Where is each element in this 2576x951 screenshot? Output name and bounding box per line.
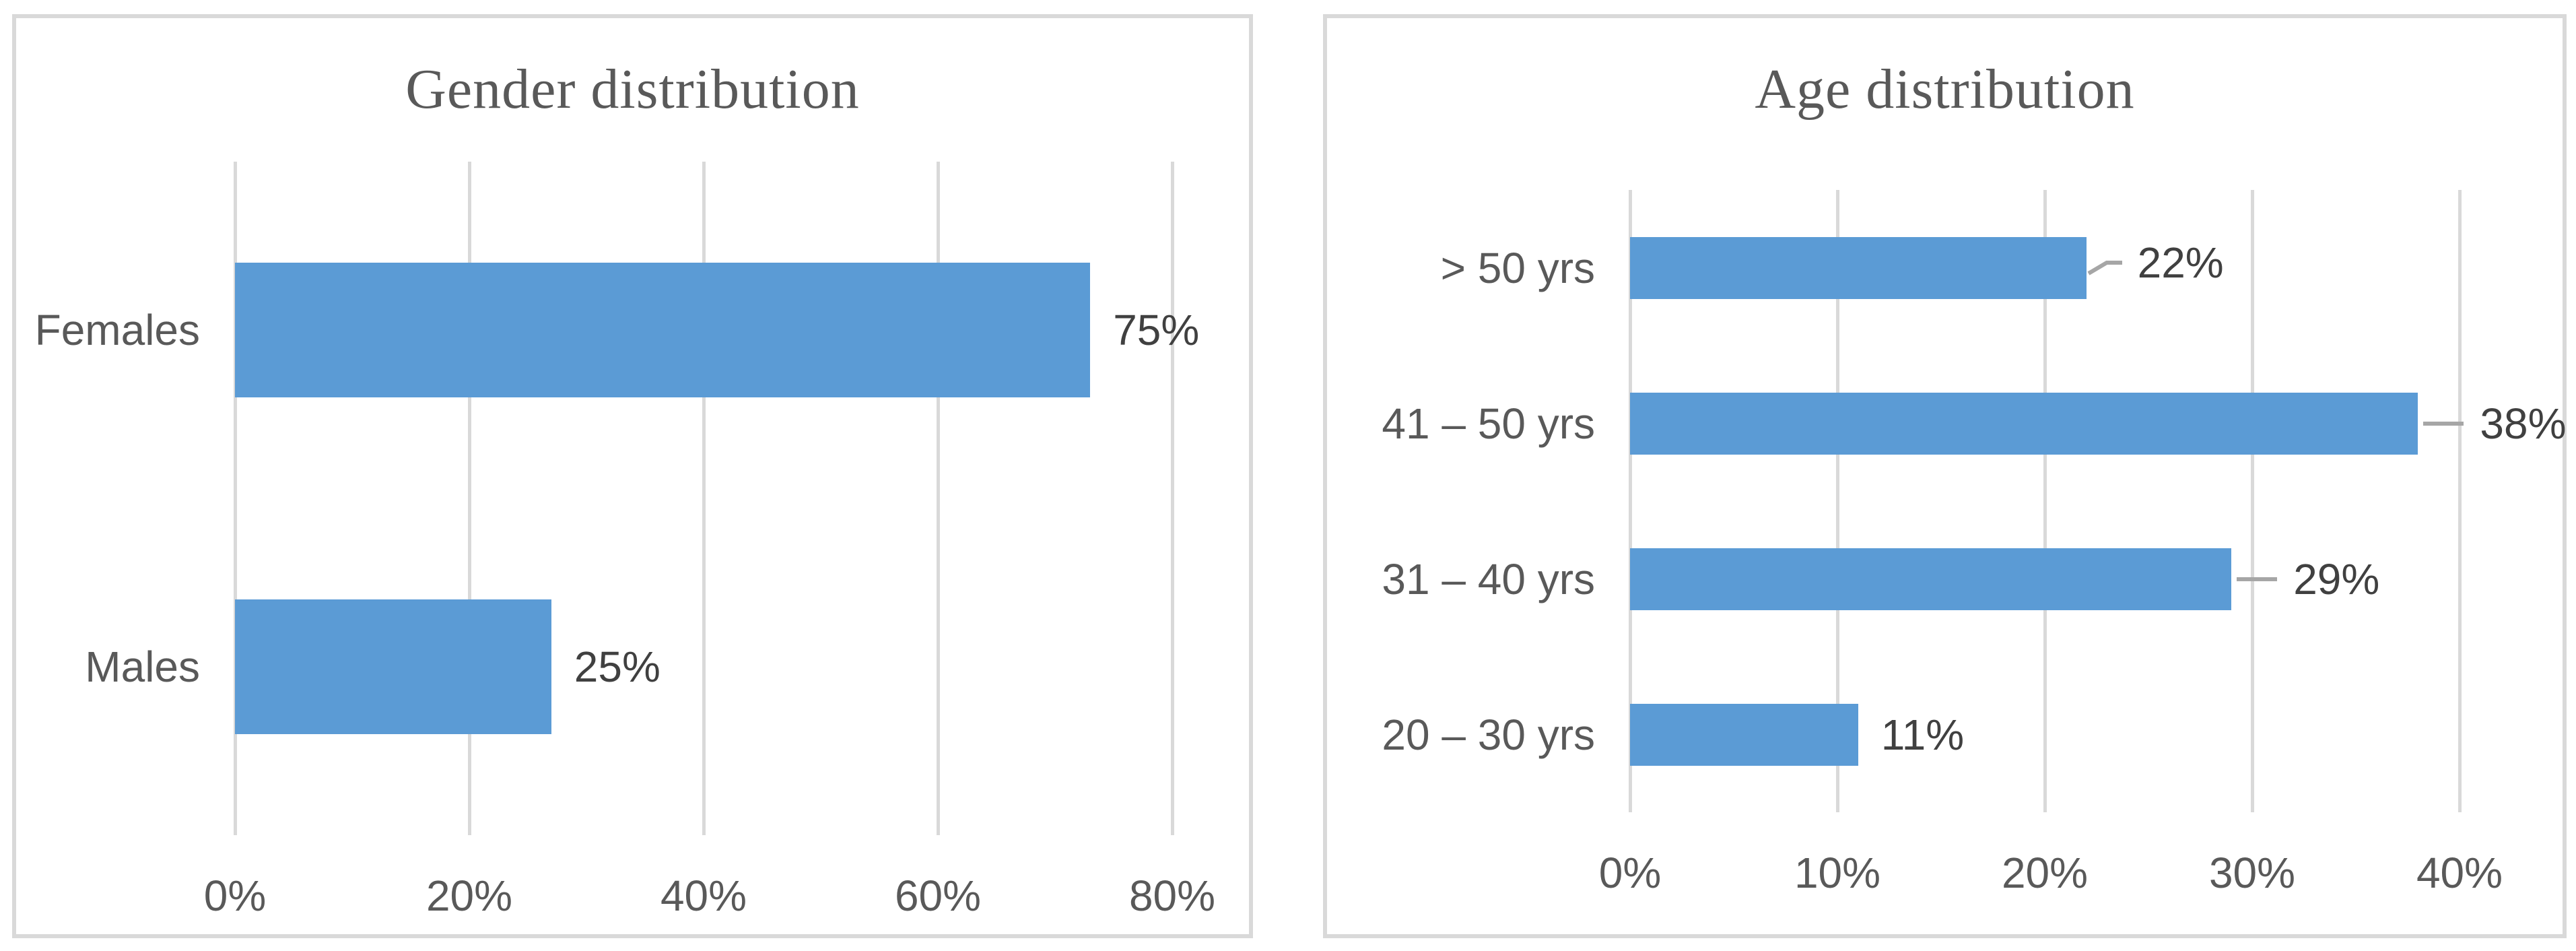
- bar: [1630, 236, 2087, 299]
- leader-line: [2087, 260, 2122, 275]
- gridline: [1170, 162, 1174, 835]
- x-axis-tick-label: 10%: [1794, 849, 1881, 897]
- plot-area: 0% 10% 20% 30% 40% > 50 yrs 22% 41 – 50 yrs 38% 3…: [1382, 190, 2566, 894]
- gridline: [467, 162, 471, 835]
- x-axis-tick-label: 0%: [203, 872, 267, 920]
- x-axis-tick-label: 40%: [660, 872, 747, 920]
- category-label: 41 – 50 yrs: [1382, 399, 1595, 448]
- leader-line: [2423, 421, 2464, 426]
- chart-title: Gender distribution: [405, 58, 860, 121]
- data-label: 22%: [2137, 238, 2224, 287]
- gridline: [2043, 190, 2047, 812]
- x-axis-tick-label: 0%: [1598, 849, 1662, 897]
- bar: [235, 599, 551, 734]
- data-label: 11%: [1880, 710, 1965, 759]
- data-label: 29%: [2293, 554, 2380, 603]
- gridline: [702, 162, 706, 835]
- gender-chart-panel: Gender distribution 0% 20% 40% 60% 80% Female…: [12, 14, 1253, 938]
- bar: [1630, 703, 1858, 766]
- age-chart-panel: Age distribution 0% 10% 20% 30% 40% > 50 yrs 2…: [1323, 14, 2567, 938]
- x-axis-tick-label: 60%: [894, 872, 982, 920]
- x-axis-tick-label: 30%: [2208, 849, 2296, 897]
- chart-title: Age distribution: [1755, 58, 2135, 121]
- x-axis-tick-label: 20%: [2001, 849, 2089, 897]
- bar: [235, 263, 1091, 397]
- data-label: 75%: [1113, 306, 1200, 354]
- data-label: 25%: [574, 643, 660, 691]
- bar: [1630, 392, 2418, 455]
- gridline: [1628, 190, 1632, 812]
- category-label: 31 – 40 yrs: [1382, 554, 1595, 603]
- gridline: [1835, 190, 1839, 812]
- plot-area: 0% 20% 40% 60% 80% Females 75% Males 25%: [35, 162, 1215, 917]
- leader-line: [2237, 577, 2278, 581]
- category-label: > 50 yrs: [1440, 243, 1595, 292]
- category-label: 20 – 30 yrs: [1382, 710, 1595, 759]
- category-label: Males: [85, 643, 200, 691]
- x-axis-tick-label: 20%: [426, 872, 513, 920]
- gridline: [233, 162, 237, 835]
- x-axis-tick-label: 40%: [2416, 849, 2503, 897]
- gridline: [2458, 190, 2462, 812]
- gridline: [936, 162, 940, 835]
- gridline: [2250, 190, 2254, 812]
- x-axis-tick-label: 80%: [1128, 872, 1216, 920]
- bar: [1630, 548, 2232, 610]
- category-label: Females: [34, 306, 200, 354]
- data-label: 38%: [2480, 399, 2567, 448]
